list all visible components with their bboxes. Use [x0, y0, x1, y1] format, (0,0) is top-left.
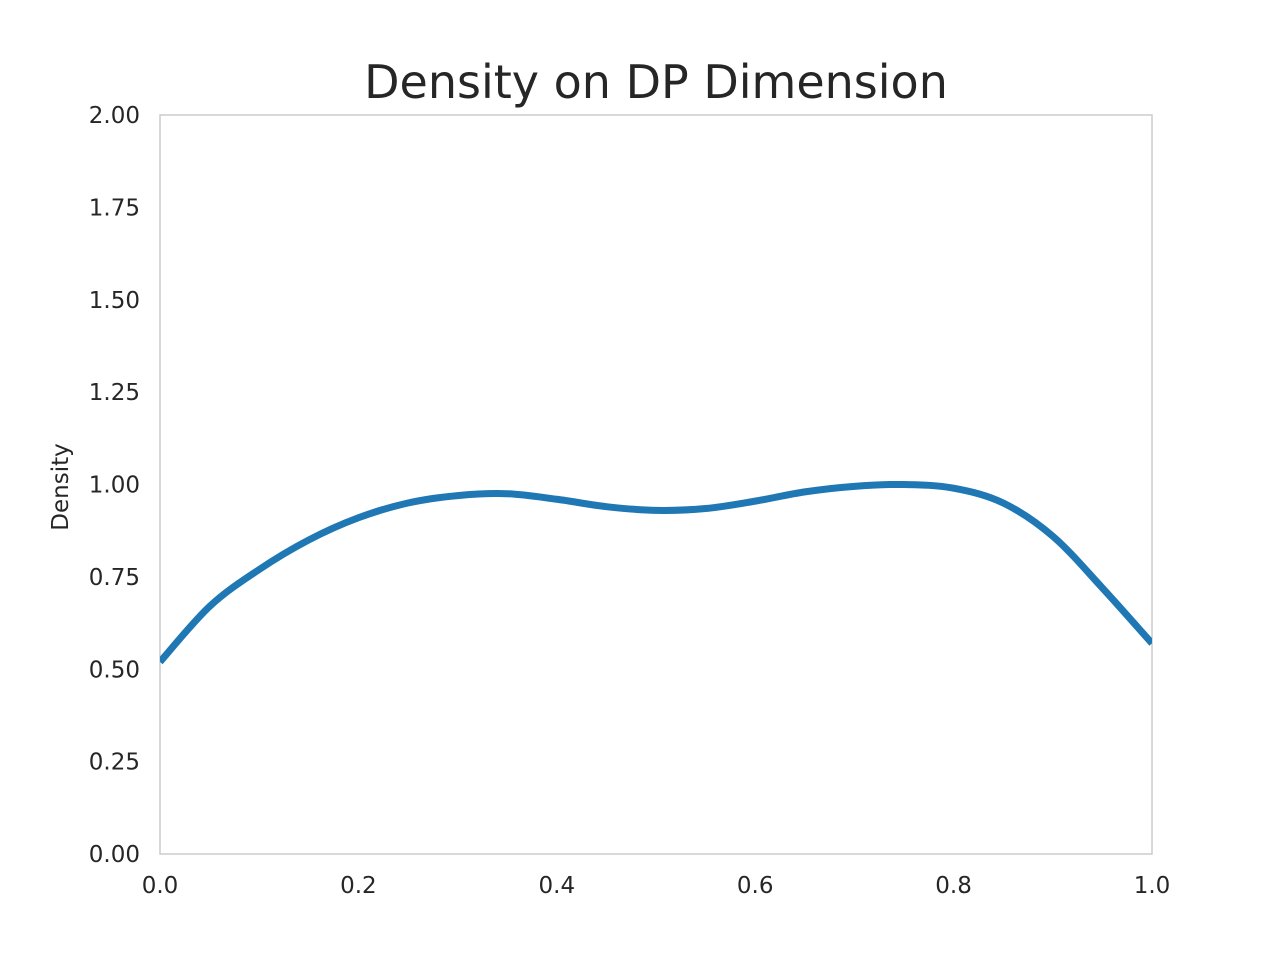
y-tick-label: 1.50 [89, 288, 140, 314]
y-axis-ticks: 0.00 0.25 0.50 0.75 1.00 1.25 1.50 1.75 2.00 [89, 103, 140, 868]
y-tick-label: 0.75 [89, 565, 140, 591]
y-tick-label: 0.25 [89, 750, 140, 776]
x-tick-label: 0.8 [935, 873, 972, 899]
x-axis-ticks: 0.0 0.2 0.4 0.6 0.8 1.0 [142, 873, 1171, 899]
y-tick-label: 2.00 [89, 103, 140, 129]
density-line [160, 480, 1152, 665]
plot-area-frame [159, 114, 1153, 855]
series-layer [160, 480, 1152, 665]
x-tick-label: 0.4 [539, 873, 576, 899]
chart-title: Density on DP Dimension [364, 55, 948, 109]
y-tick-label: 1.25 [89, 380, 140, 406]
x-tick-label: 0.2 [340, 873, 377, 899]
x-tick-label: 1.0 [1134, 873, 1171, 899]
y-tick-label: 1.00 [89, 473, 140, 499]
y-tick-label: 1.75 [89, 195, 140, 221]
y-tick-label: 0.50 [89, 657, 140, 683]
x-tick-label: 0.6 [737, 873, 774, 899]
x-tick-label: 0.0 [142, 873, 179, 899]
y-tick-label: 0.00 [89, 842, 140, 868]
y-axis-label: Density [48, 443, 74, 530]
